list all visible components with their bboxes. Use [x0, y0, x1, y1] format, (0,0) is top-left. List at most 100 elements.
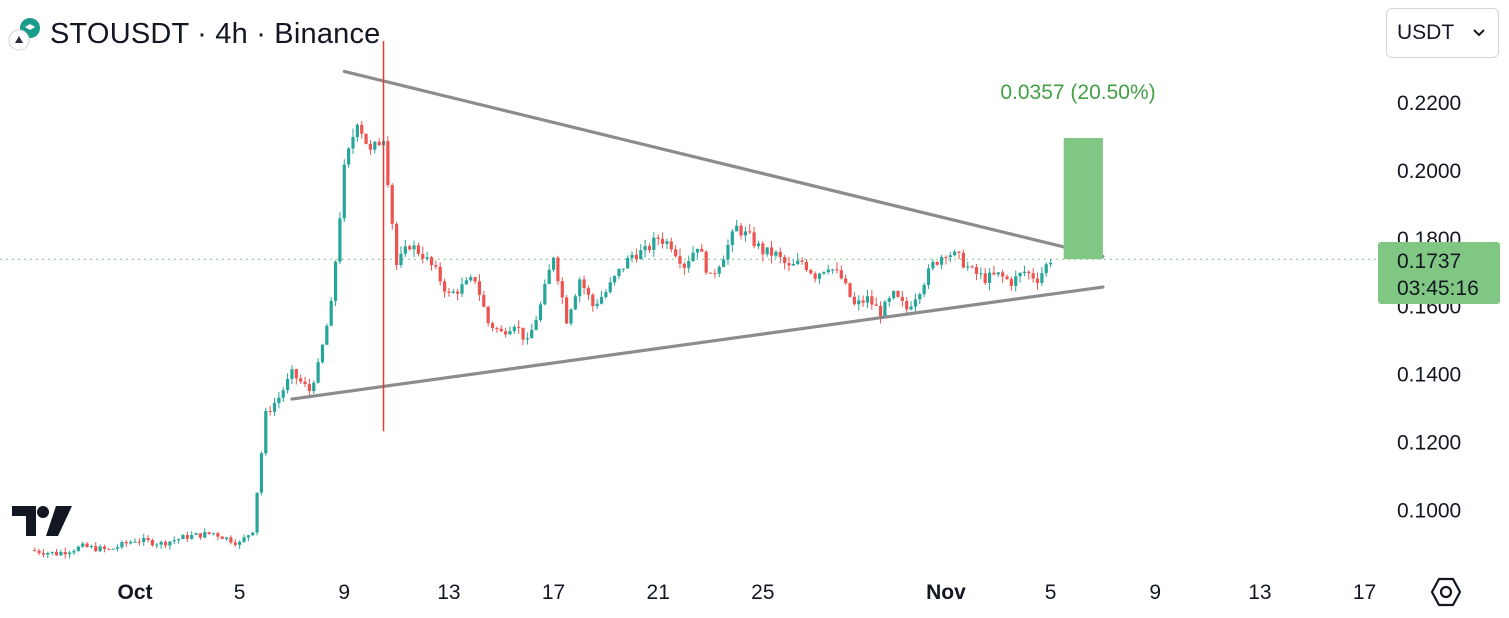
candle [822, 271, 826, 275]
binance-coin-icon [8, 18, 40, 51]
candle [926, 264, 931, 289]
candle [429, 256, 434, 271]
candle [983, 267, 987, 286]
candle [722, 255, 726, 268]
x-tick-label: Nov [926, 581, 966, 604]
candle [913, 293, 918, 312]
candle [181, 533, 185, 540]
tradingview-logo-icon[interactable] [10, 504, 74, 538]
candle [425, 251, 429, 261]
candle [246, 534, 250, 542]
currency-selector[interactable]: USDT [1386, 8, 1499, 58]
candle [469, 274, 473, 283]
trendline-lower[interactable] [290, 285, 1105, 401]
candle [1005, 274, 1009, 281]
candle [726, 239, 730, 265]
candle [521, 327, 525, 346]
candle [909, 301, 913, 311]
candle [1044, 262, 1048, 277]
candle [687, 255, 691, 273]
y-axis[interactable]: 0.22000.20000.18000.16000.14000.12000.10… [1397, 92, 1461, 522]
candle [76, 545, 80, 552]
candle [177, 538, 181, 544]
candle [299, 374, 303, 385]
x-tick-label: 5 [1045, 581, 1057, 604]
candle [713, 268, 717, 279]
candle [748, 224, 752, 235]
candle [565, 294, 569, 325]
candle [839, 265, 843, 280]
candle [41, 549, 46, 558]
candle [364, 133, 368, 145]
candle [238, 540, 242, 550]
candle [229, 535, 233, 545]
candle [416, 242, 420, 257]
candle [1040, 266, 1044, 287]
candle [730, 228, 734, 253]
candle [290, 365, 294, 385]
candle [102, 544, 107, 553]
candle [72, 549, 76, 556]
candle [556, 255, 560, 285]
candle [325, 323, 329, 345]
candle [948, 252, 952, 263]
candle [591, 293, 595, 312]
candle [599, 290, 604, 305]
trendline-upper[interactable] [342, 69, 1105, 259]
candle [464, 276, 468, 285]
candle [586, 285, 591, 301]
candle [37, 548, 41, 556]
candle [700, 243, 704, 252]
candle [987, 267, 992, 291]
candle [360, 120, 364, 139]
candle [652, 232, 656, 257]
candle [373, 140, 377, 154]
candle [940, 254, 944, 270]
candle [508, 326, 512, 336]
triangle-trendlines[interactable] [290, 69, 1105, 401]
candle [844, 274, 848, 286]
candle [804, 259, 809, 272]
x-axis[interactable]: Oct 5 9 13 17 21 25 Nov 5 9 13 17 [117, 581, 1376, 604]
currency-selector-label: USDT [1397, 21, 1455, 44]
candle [333, 260, 338, 307]
x-tick-label: 9 [338, 581, 350, 604]
candle [765, 247, 769, 257]
candle [434, 260, 438, 270]
measure-label: 0.0357 (20.50%) [1000, 81, 1155, 104]
candle [704, 250, 708, 275]
candle [194, 532, 198, 536]
candle [791, 259, 795, 266]
candle [669, 237, 673, 253]
y-tick-label: 0.2000 [1397, 160, 1461, 183]
candle [473, 276, 477, 284]
candle [665, 238, 669, 249]
candle [974, 263, 979, 280]
y-tick-label: 0.1400 [1397, 364, 1461, 387]
candle [272, 397, 277, 416]
candle [447, 287, 451, 297]
candle [979, 267, 983, 280]
measure-box[interactable] [1063, 137, 1103, 260]
candle [81, 541, 85, 548]
candle [787, 256, 791, 272]
y-tick-label: 0.2200 [1397, 92, 1461, 115]
candle [142, 533, 146, 546]
candle [403, 239, 407, 258]
candle [560, 277, 564, 305]
candle [98, 544, 102, 553]
candle [918, 292, 922, 304]
candle [460, 277, 464, 298]
candle [185, 531, 189, 542]
candle [922, 282, 926, 298]
candle [735, 219, 739, 232]
candle [338, 212, 342, 265]
candle [639, 244, 643, 260]
candle [155, 542, 159, 549]
settings-hexagon-icon[interactable] [1428, 574, 1464, 610]
x-tick-label: 17 [1353, 581, 1376, 604]
candle [259, 451, 264, 496]
candle [477, 274, 482, 301]
candle [534, 315, 538, 331]
